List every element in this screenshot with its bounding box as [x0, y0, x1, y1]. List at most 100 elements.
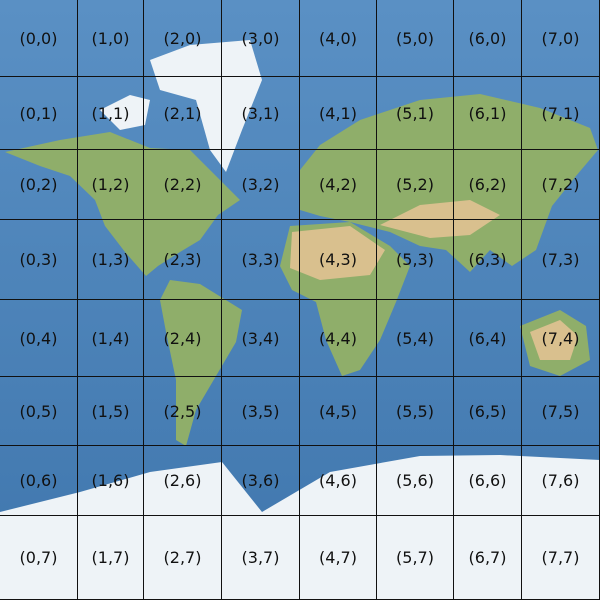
map-tile[interactable]: (5,0) — [377, 0, 454, 77]
australia-desert — [530, 320, 578, 360]
tile-label: (4,2) — [319, 175, 357, 194]
map-tile[interactable]: (5,2) — [377, 150, 454, 220]
map-tile[interactable]: (6,5) — [454, 377, 522, 446]
map-tile[interactable]: (0,0) — [0, 0, 78, 77]
tile-label: (5,5) — [396, 401, 434, 421]
map-tile[interactable]: (1,1) — [78, 77, 144, 150]
map-tile[interactable]: (5,3) — [377, 220, 454, 300]
tile-label: (6,1) — [468, 103, 507, 123]
tile-label: (1,2) — [91, 175, 130, 194]
map-tile[interactable]: (7,4) — [522, 300, 600, 377]
map-tile[interactable]: (5,5) — [377, 377, 454, 446]
tile-label: (3,2) — [241, 175, 280, 194]
map-tile[interactable]: (1,4) — [78, 300, 144, 377]
map-tile[interactable]: (4,4) — [300, 300, 377, 377]
map-tile[interactable]: (4,1) — [300, 77, 377, 150]
tile-label: (2,2) — [163, 175, 202, 194]
tile-label: (2,6) — [163, 471, 202, 490]
tile-label: (3,1) — [241, 103, 280, 123]
map-tile[interactable]: (2,7) — [144, 516, 222, 600]
map-tile[interactable]: (2,4) — [144, 300, 222, 377]
map-tile[interactable]: (6,7) — [454, 516, 522, 600]
map-tile[interactable]: (3,0) — [222, 0, 300, 77]
tile-label: (0,5) — [19, 401, 58, 421]
map-tile[interactable]: (5,6) — [377, 446, 454, 516]
tile-label: (4,4) — [319, 328, 357, 348]
map-tile[interactable]: (1,3) — [78, 220, 144, 300]
map-tile[interactable]: (0,6) — [0, 446, 78, 516]
map-tile[interactable]: (5,7) — [377, 516, 454, 600]
map-tile[interactable]: (2,1) — [144, 77, 222, 150]
map-tile[interactable]: (0,1) — [0, 77, 78, 150]
map-tile[interactable]: (0,4) — [0, 300, 78, 377]
map-tile[interactable]: (2,3) — [144, 220, 222, 300]
tile-label: (5,0) — [396, 28, 434, 48]
map-tile[interactable]: (0,5) — [0, 377, 78, 446]
map-tile[interactable]: (4,0) — [300, 0, 377, 77]
map-tile[interactable]: (4,2) — [300, 150, 377, 220]
map-tile[interactable]: (3,1) — [222, 77, 300, 150]
map-tile[interactable]: (0,2) — [0, 150, 78, 220]
tile-label: (7,6) — [541, 471, 580, 490]
map-tile[interactable]: (2,2) — [144, 150, 222, 220]
map-tile[interactable]: (3,5) — [222, 377, 300, 446]
map-tile[interactable]: (1,7) — [78, 516, 144, 600]
tile-label: (3,7) — [241, 548, 280, 567]
map-tile[interactable]: (7,1) — [522, 77, 600, 150]
tile-label: (0,4) — [19, 328, 58, 348]
tile-label: (2,3) — [163, 250, 202, 269]
map-tile[interactable]: (2,6) — [144, 446, 222, 516]
map-tile[interactable]: (6,2) — [454, 150, 522, 220]
map-tile[interactable]: (1,0) — [78, 0, 144, 77]
map-tile[interactable]: (6,0) — [454, 0, 522, 77]
map-tile[interactable]: (0,7) — [0, 516, 78, 600]
tile-label: (0,3) — [19, 250, 58, 269]
map-tile[interactable]: (3,4) — [222, 300, 300, 377]
tile-label: (7,7) — [541, 548, 580, 567]
map-tile[interactable]: (4,7) — [300, 516, 377, 600]
map-tile[interactable]: (4,6) — [300, 446, 377, 516]
map-tile[interactable]: (5,4) — [377, 300, 454, 377]
map-tile[interactable]: (1,5) — [78, 377, 144, 446]
map-tile[interactable]: (4,5) — [300, 377, 377, 446]
map-tile[interactable]: (3,3) — [222, 220, 300, 300]
map-tile[interactable]: (3,6) — [222, 446, 300, 516]
map-tile[interactable]: (5,1) — [377, 77, 454, 150]
map-tile[interactable]: (6,1) — [454, 77, 522, 150]
map-tile[interactable]: (0,3) — [0, 220, 78, 300]
map-tile[interactable]: (2,0) — [144, 0, 222, 77]
tile-label: (1,3) — [91, 250, 130, 269]
map-tile[interactable]: (7,0) — [522, 0, 600, 77]
map-tile[interactable]: (7,7) — [522, 516, 600, 600]
tile-label: (6,7) — [468, 548, 507, 567]
tile-label: (7,5) — [541, 401, 580, 421]
tile-label: (6,4) — [468, 328, 507, 348]
tile-label: (7,1) — [541, 103, 580, 123]
tile-label: (0,2) — [19, 175, 58, 194]
map-tile[interactable]: (1,2) — [78, 150, 144, 220]
tile-label: (4,3) — [319, 250, 357, 269]
map-tile[interactable]: (6,6) — [454, 446, 522, 516]
tile-label: (5,4) — [396, 328, 434, 348]
map-tile[interactable]: (3,7) — [222, 516, 300, 600]
map-tile[interactable]: (7,2) — [522, 150, 600, 220]
map-tile[interactable]: (4,3) — [300, 220, 377, 300]
tile-label: (7,0) — [541, 28, 580, 48]
map-tile[interactable]: (7,5) — [522, 377, 600, 446]
map-tile[interactable]: (3,2) — [222, 150, 300, 220]
tile-label: (5,1) — [396, 103, 434, 123]
map-tile[interactable]: (2,5) — [144, 377, 222, 446]
tile-label: (1,1) — [91, 103, 130, 123]
map-tile[interactable]: (6,3) — [454, 220, 522, 300]
map-tile[interactable]: (7,3) — [522, 220, 600, 300]
north-america — [5, 132, 240, 276]
tile-label: (4,6) — [319, 471, 357, 490]
antarctica — [0, 455, 600, 600]
map-tile[interactable]: (1,6) — [78, 446, 144, 516]
tile-label: (2,1) — [163, 103, 202, 123]
tile-label: (3,5) — [241, 401, 280, 421]
tile-label: (0,0) — [19, 28, 58, 48]
map-tile[interactable]: (7,6) — [522, 446, 600, 516]
map-tile[interactable]: (6,4) — [454, 300, 522, 377]
